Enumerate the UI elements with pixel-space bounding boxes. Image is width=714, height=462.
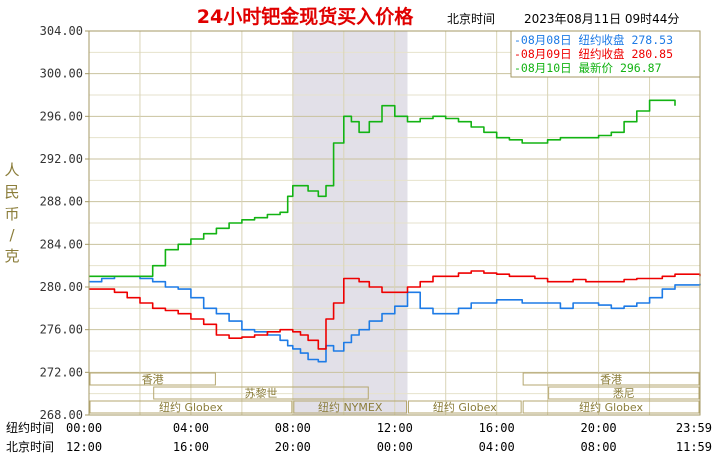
y-tick-label: 304.00 (40, 24, 83, 38)
ny-time-row-label: 纽约时间 (6, 420, 54, 435)
y-axis-label-char-1: 人 (4, 161, 19, 179)
session-label: 苏黎世 (244, 386, 277, 400)
session-label: 纽约 NYMEX (318, 400, 383, 414)
y-tick-label: 280.00 (40, 280, 83, 294)
header-timezone: 北京时间 (447, 12, 495, 26)
session-bar (153, 386, 369, 400)
y-tick-label: 300.00 (40, 67, 83, 81)
y-axis-label-char-4: / (9, 226, 15, 244)
session-label: 悉尼 (613, 387, 635, 400)
y-tick-label: 288.00 (40, 195, 83, 209)
session-label: 纽约 Globex (433, 400, 497, 414)
session-label: 纽约 Globex (159, 400, 223, 414)
header-datetime: 2023年08月11日 09时44分 (524, 12, 679, 26)
y-tick-label: 272.00 (40, 365, 83, 379)
y-tick-label: 268.00 (40, 408, 83, 422)
session-bar (407, 400, 522, 414)
x-tick-label-ny: 16:00 (479, 421, 515, 435)
legend-entry-3: -08月10日 最新价 296.87 (514, 61, 662, 75)
x-tick-label-ny: 04:00 (173, 421, 209, 435)
legend-entry-1: -08月08日 纽约收盘 278.53 (514, 33, 673, 47)
x-tick-label-bj: 16:00 (173, 440, 209, 454)
plot-border (88, 30, 701, 416)
series-line-1 (89, 275, 701, 363)
x-tick-label-bj: 20:00 (275, 440, 311, 454)
session-bar (89, 372, 216, 386)
x-tick-label-bj: 00:00 (377, 440, 413, 454)
y-axis-label-char-5: 克 (4, 247, 19, 265)
session-bar (293, 400, 407, 414)
y-axis-label-char-3: 币 (4, 205, 19, 223)
chart-title: 24小时钯金现货买入价格 (197, 5, 414, 28)
x-tick-label-bj: 08:00 (581, 440, 617, 454)
session-bar (548, 386, 700, 400)
x-tick-label-bj: 11:59 (676, 440, 712, 454)
session-label: 纽约 Globex (579, 400, 643, 414)
y-tick-label: 292.00 (40, 152, 83, 166)
series-line-2 (89, 270, 701, 350)
session-bar (522, 372, 700, 386)
session-bar (89, 400, 293, 414)
y-axis-label-char-2: 民 (4, 183, 19, 201)
session-bar (522, 400, 700, 414)
x-tick-label-ny: 12:00 (377, 421, 413, 435)
legend-entry-2: -08月09日 纽约收盘 280.85 (514, 47, 673, 61)
series-line-3 (89, 99, 676, 278)
session-label: 香港 (600, 373, 622, 386)
session-label: 香港 (142, 373, 164, 386)
y-tick-label: 276.00 (40, 323, 83, 337)
x-tick-label-ny: 23:59 (676, 421, 712, 435)
bj-time-row-label: 北京时间 (6, 440, 54, 454)
x-tick-label-bj: 04:00 (479, 440, 515, 454)
x-tick-label-ny: 08:00 (275, 421, 311, 435)
y-tick-label: 284.00 (40, 237, 83, 251)
legend-box (510, 30, 701, 78)
x-tick-label-ny: 00:00 (66, 421, 102, 435)
x-tick-label-ny: 20:00 (581, 421, 617, 435)
y-tick-label: 296.00 (40, 109, 83, 123)
x-tick-label-bj: 12:00 (66, 440, 102, 454)
